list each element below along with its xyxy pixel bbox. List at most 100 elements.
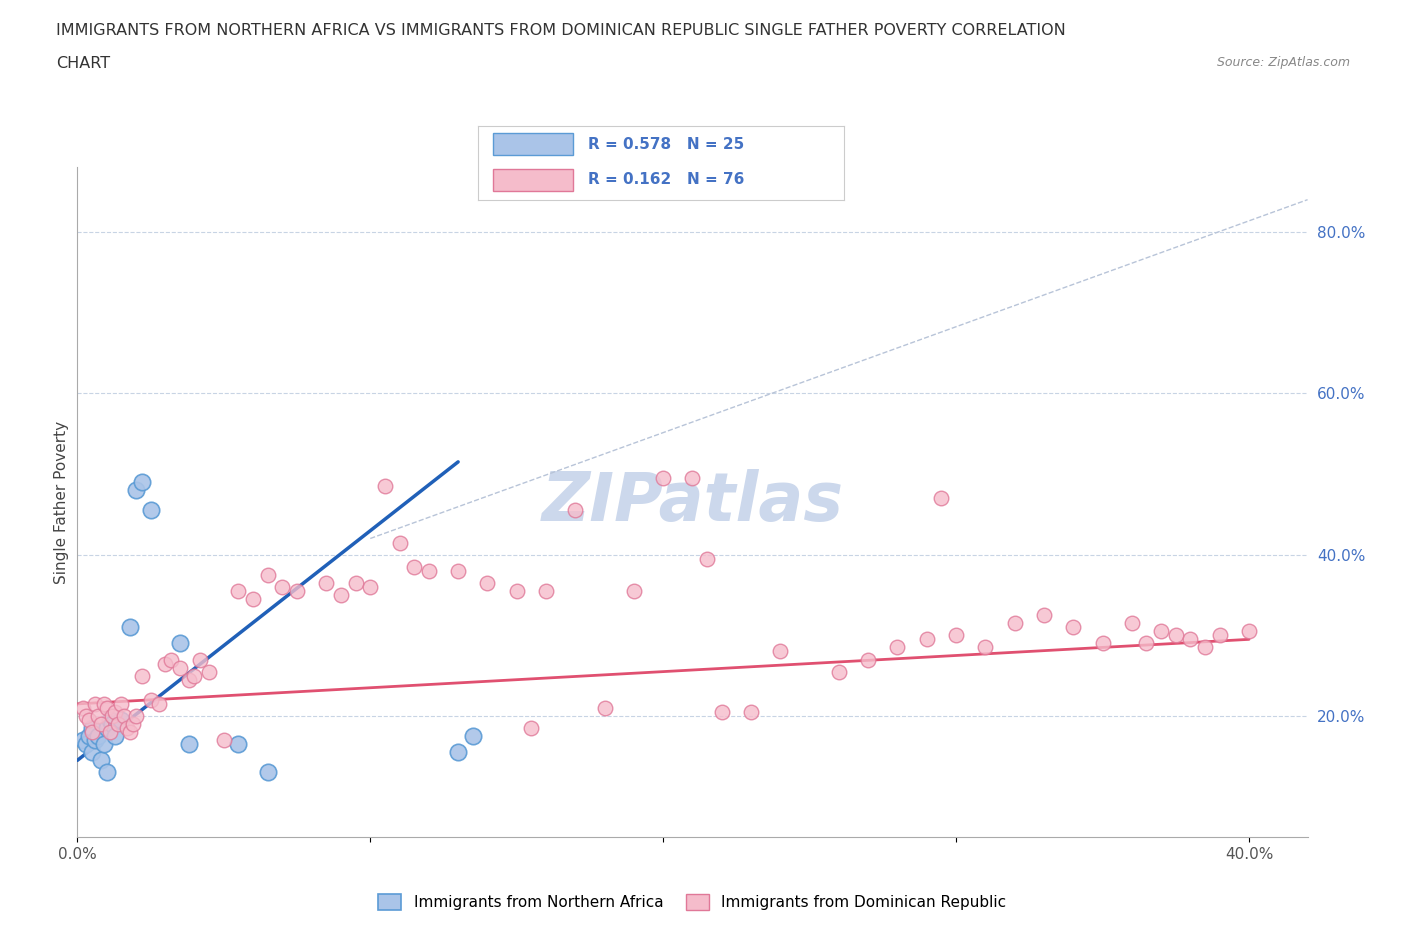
Point (131, 474, 153, 489)
Point (96, 721, 118, 736)
Point (652, 471, 675, 485)
Point (120, 724, 141, 739)
Point (80, 721, 103, 736)
Point (112, 709, 135, 724)
Text: Source: ZipAtlas.com: Source: ZipAtlas.com (1216, 56, 1350, 69)
Point (177, 672, 200, 687)
Point (315, 576, 337, 591)
Point (125, 483, 148, 498)
Point (90, 717, 112, 732)
Point (101, 717, 124, 732)
Point (75, 709, 97, 724)
Point (87, 729, 110, 744)
Point (285, 583, 308, 598)
Point (96, 765, 118, 780)
Point (242, 591, 264, 606)
Point (710, 705, 733, 720)
Point (183, 669, 205, 684)
Point (84, 697, 107, 711)
Point (160, 652, 183, 667)
Point (404, 559, 426, 574)
Point (75, 737, 97, 751)
Point (915, 631, 938, 646)
Point (125, 709, 148, 724)
Point (104, 729, 127, 744)
Point (344, 576, 367, 591)
Point (169, 636, 191, 651)
Point (256, 765, 278, 780)
Text: IMMIGRANTS FROM NORTHERN AFRICA VS IMMIGRANTS FROM DOMINICAN REPUBLIC SINGLE FAT: IMMIGRANTS FROM NORTHERN AFRICA VS IMMIG… (56, 23, 1066, 38)
Point (271, 579, 294, 594)
Legend: Immigrants from Northern Africa, Immigrants from Dominican Republic: Immigrants from Northern Africa, Immigra… (373, 888, 1012, 916)
Point (945, 628, 967, 643)
Point (107, 717, 129, 732)
Point (359, 579, 381, 594)
Point (256, 567, 278, 582)
Point (228, 737, 250, 751)
Point (1209, 628, 1232, 643)
Text: R = 0.162   N = 76: R = 0.162 N = 76 (588, 172, 744, 187)
Point (1164, 628, 1187, 643)
Point (98, 712, 121, 727)
Text: R = 0.578   N = 25: R = 0.578 N = 25 (588, 137, 744, 152)
Point (148, 697, 170, 711)
Point (461, 729, 484, 744)
Point (87, 709, 110, 724)
Point (374, 479, 396, 494)
Point (418, 564, 440, 578)
Point (388, 535, 411, 550)
Text: CHART: CHART (56, 56, 110, 71)
Point (93, 697, 115, 711)
Point (139, 693, 162, 708)
Point (80, 745, 103, 760)
Point (520, 721, 543, 736)
Point (198, 664, 221, 679)
Point (682, 471, 704, 485)
Point (77, 712, 100, 727)
Point (1194, 640, 1216, 655)
Point (858, 652, 880, 667)
Point (1004, 616, 1026, 631)
Y-axis label: Single Father Poverty: Single Father Poverty (53, 420, 69, 584)
Point (593, 700, 616, 715)
Point (623, 583, 645, 598)
Point (696, 551, 718, 566)
Point (1135, 636, 1157, 651)
Point (330, 588, 353, 603)
Point (131, 669, 153, 684)
Point (534, 583, 557, 598)
Point (72, 733, 94, 748)
Point (1180, 631, 1202, 646)
Point (1237, 624, 1260, 639)
FancyBboxPatch shape (492, 133, 574, 155)
Point (974, 640, 997, 655)
Point (828, 664, 851, 679)
Point (84, 733, 107, 748)
Point (155, 656, 177, 671)
Point (72, 700, 94, 715)
Point (90, 753, 112, 768)
FancyBboxPatch shape (492, 168, 574, 191)
Point (115, 721, 138, 736)
Point (212, 733, 235, 748)
Point (80, 724, 103, 739)
Point (120, 619, 141, 634)
Point (98, 724, 121, 739)
Point (769, 644, 792, 658)
Point (1062, 619, 1084, 634)
Point (931, 491, 953, 506)
Point (177, 737, 200, 751)
Text: ZIPatlas: ZIPatlas (541, 470, 844, 535)
Point (447, 564, 470, 578)
Point (740, 705, 762, 720)
Point (228, 583, 250, 598)
Point (1033, 607, 1056, 622)
Point (1121, 616, 1143, 631)
Point (506, 583, 529, 598)
Point (93, 737, 115, 751)
Point (886, 640, 908, 655)
Point (190, 652, 212, 667)
Point (477, 576, 499, 591)
Point (101, 709, 124, 724)
Point (1150, 624, 1173, 639)
